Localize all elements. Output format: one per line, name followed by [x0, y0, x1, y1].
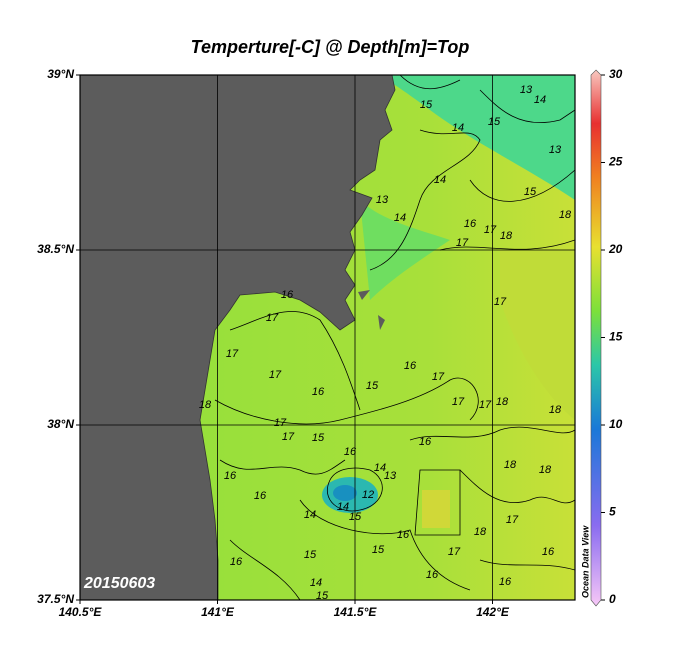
contour-label: 16 [230, 556, 243, 568]
contour-label: 13 [520, 84, 533, 96]
colorbar-tick-label: 10 [609, 417, 623, 431]
contour-label: 18 [474, 526, 487, 538]
contour-label: 16 [426, 569, 439, 581]
contour-label: 17 [448, 546, 461, 558]
contours [214, 75, 575, 600]
contour-label: 15 [304, 549, 317, 561]
x-tick-label: 142°E [476, 605, 510, 619]
cold-eddy-core [333, 485, 357, 501]
contour-label: 16 [404, 360, 417, 372]
contour-label: 15 [312, 432, 325, 444]
contour-label: 14 [304, 509, 316, 521]
graticule [80, 75, 575, 600]
contour-label: 13 [549, 144, 562, 156]
contour-label: 15 [488, 116, 501, 128]
watermark: Ocean Data View [580, 525, 590, 598]
contour-label: 17 [456, 237, 469, 249]
contour-label: 17 [269, 369, 282, 381]
warm-patch [422, 490, 450, 528]
x-tick-label: 141°E [201, 605, 235, 619]
x-tick-label: 141.5°E [334, 605, 378, 619]
contour-label: 14 [310, 577, 322, 589]
contour-label: 17 [452, 396, 465, 408]
contour-label: 14 [394, 212, 406, 224]
contour-label: 15 [372, 544, 385, 556]
contour-label: 18 [504, 459, 517, 471]
map-frame [79, 74, 576, 601]
contour-label: 18 [539, 464, 552, 476]
contour-label: 16 [499, 576, 512, 588]
contour-label: 14 [452, 122, 464, 134]
colorbar-tick-label: 15 [609, 330, 623, 344]
colorbar-tick-label: 30 [609, 67, 623, 81]
contour-label: 14 [337, 501, 349, 513]
contour-label: 15 [524, 186, 537, 198]
contour-label: 15 [420, 99, 433, 111]
contour-label: 17 [274, 417, 287, 429]
y-tick-label: 37.5°N [37, 592, 74, 606]
contour-label: 16 [281, 289, 294, 301]
contour-label: 14 [434, 174, 446, 186]
contour-label: 18 [500, 230, 513, 242]
island [358, 290, 385, 330]
contour-label: 18 [549, 404, 562, 416]
contour-label: 12 [362, 489, 374, 501]
colorbar-tick-label: 0 [609, 592, 616, 606]
contour-label: 16 [312, 386, 325, 398]
contour-label: 17 [266, 312, 279, 324]
x-tick-label: 140.5°E [59, 605, 103, 619]
contour-label: 17 [226, 348, 239, 360]
contour-label: 15 [366, 380, 379, 392]
colorbar-tick-label: 25 [608, 155, 623, 169]
contour-label: 16 [254, 490, 267, 502]
contour-label: 17 [494, 296, 507, 308]
contour-label: 17 [282, 431, 295, 443]
contour-label: 13 [376, 194, 389, 206]
contour-label: 16 [542, 546, 555, 558]
contour-label: 14 [534, 94, 546, 106]
contour-label: 13 [384, 470, 397, 482]
contour-label: 14 [374, 462, 386, 474]
colorbar-tick-label: 20 [608, 242, 623, 256]
warm-water [500, 250, 575, 420]
y-tick-label: 39°N [47, 67, 74, 81]
contour-label: 18 [559, 209, 572, 221]
contour-label: 16 [224, 470, 237, 482]
contour-label: 17 [506, 514, 519, 526]
contour-label: 16 [464, 218, 477, 230]
contour-label: 16 [419, 436, 432, 448]
contour-label: 18 [496, 396, 509, 408]
date-label: 20150603 [83, 575, 155, 592]
axes: 140.5°E 141°E 141.5°E 142°E 37.5°N 38°N 38.5°N… [37, 67, 623, 619]
y-tick-label: 38°N [47, 417, 74, 431]
contour-label: 17 [484, 224, 497, 236]
colorbar [590, 69, 602, 607]
y-tick-label: 38.5°N [37, 242, 74, 256]
contour-label: 18 [199, 399, 212, 411]
colorbar-tick-label: 5 [609, 505, 616, 519]
contour-label: 17 [479, 399, 492, 411]
land [80, 75, 396, 600]
contour-label: 16 [397, 529, 410, 541]
contour-label: 17 [432, 371, 445, 383]
contour-label: 15 [349, 511, 362, 523]
contour-label: 16 [344, 446, 357, 458]
contour-label: 15 [316, 590, 329, 602]
title: Temperture[-C] @ Depth[m]=Top [191, 37, 470, 57]
